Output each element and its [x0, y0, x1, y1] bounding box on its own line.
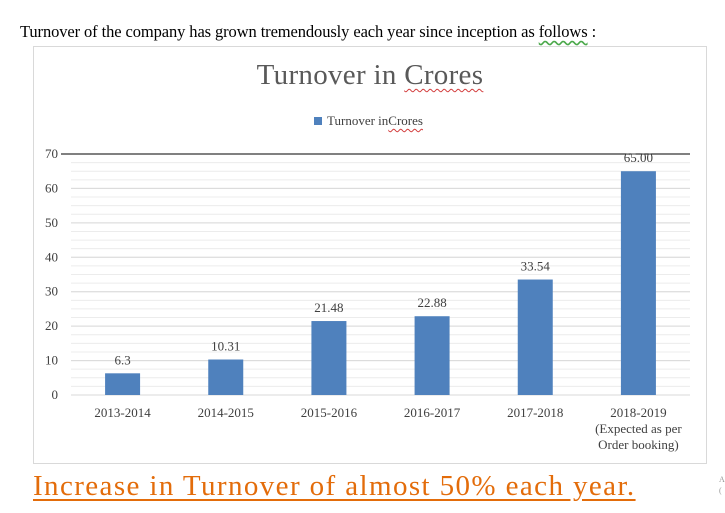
legend-label-crores: Crores [388, 113, 423, 128]
bar [620, 171, 656, 395]
data-label: 6.3 [114, 352, 130, 367]
x-tick-label: 2013-2014 [94, 405, 151, 420]
y-tick-label: 40 [45, 249, 58, 264]
chart-legend: Turnover in Crores [314, 113, 423, 129]
bar-chart: 0 10 20 30 40 50 60 70 6.3 2013-2014 10.31 2014-201… [45, 146, 690, 452]
bar [208, 359, 244, 395]
x-tick-label: Order booking) [598, 437, 679, 452]
legend-label: Turnover in [327, 113, 389, 128]
data-label: 22.88 [417, 295, 446, 310]
edge-glyph-top: A [719, 475, 725, 484]
intro-follows-word: follows [538, 22, 588, 41]
y-tick-label: 30 [45, 284, 58, 299]
x-tick-label: 2017-2018 [507, 405, 563, 420]
legend-swatch [314, 117, 322, 125]
data-label: 10.31 [211, 339, 240, 354]
x-tick-label: (Expected as per [595, 421, 682, 436]
data-label: 33.54 [521, 259, 551, 274]
bar [517, 279, 553, 395]
chart-container[interactable]: Turnover in Crores Turnover in Crores 0 1… [33, 46, 707, 464]
x-tick-label: 2015-2016 [301, 405, 358, 420]
bar [311, 321, 347, 395]
y-tick-label: 0 [52, 387, 59, 402]
data-label: 21.48 [314, 300, 343, 315]
intro-text: Turnover of the company has grown tremen… [20, 22, 539, 41]
y-tick-label: 50 [45, 215, 58, 230]
intro-sentence: Turnover of the company has grown tremen… [20, 22, 596, 42]
data-label: 65.00 [624, 150, 653, 165]
edge-glyphs: A( [719, 474, 725, 496]
chart-title: Turnover in Crores [34, 59, 706, 92]
bar [105, 373, 141, 395]
y-tick-label: 60 [45, 180, 58, 195]
chart-title-crores: Crores [404, 59, 484, 91]
bar [414, 316, 450, 395]
x-tick-label: 2016-2017 [404, 405, 461, 420]
y-tick-label: 70 [45, 146, 58, 161]
x-tick-label: 2014-2015 [198, 405, 254, 420]
y-tick-label: 10 [45, 353, 58, 368]
footer-statement: Increase in Turnover of almost 50% each … [33, 470, 636, 502]
intro-colon: : [587, 22, 597, 41]
y-tick-label: 20 [45, 318, 58, 333]
edge-glyph-bottom: ( [719, 486, 722, 495]
chart-title-text: Turnover in [256, 59, 405, 91]
x-tick-label: 2018-2019 [610, 405, 666, 420]
